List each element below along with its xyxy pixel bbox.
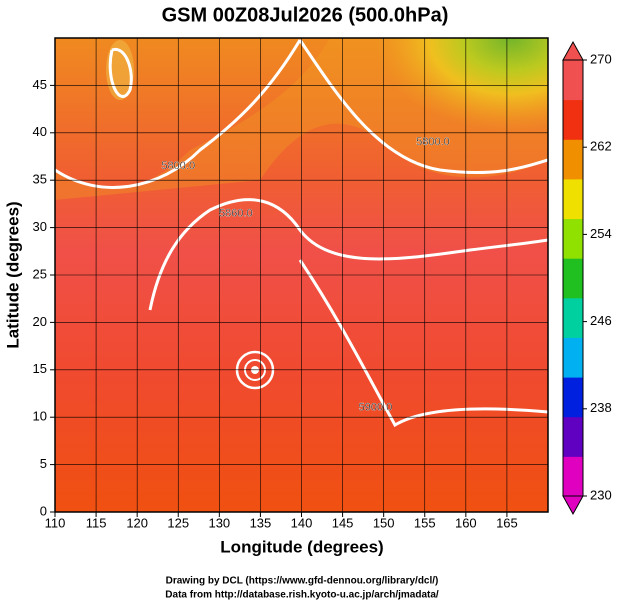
contour-label: 5800.0 [161,160,195,172]
y-tick-label: 40 [33,124,47,139]
x-tick-label: 110 [45,515,66,530]
colorbar-tick-label: 246 [590,313,612,328]
x-tick-label: 130 [208,515,230,530]
y-tick-label: 5 [40,456,47,471]
x-tick-label: 140 [291,515,313,530]
x-tick-label: 120 [126,515,148,530]
x-tick-label: 125 [167,515,189,530]
x-tick-label: 160 [455,515,477,530]
colorbar-frame [562,59,584,497]
colorbar-end [562,40,584,61]
y-tick-label: 15 [33,361,47,376]
colorbar-tick-label: 270 [590,51,612,66]
y-axis-label: Latitude (degrees) [3,201,22,348]
y-tick-label: 25 [33,266,47,281]
x-tick-label: 165 [496,515,518,530]
colorbar-segment [563,377,583,418]
x-tick-label: 115 [86,515,107,530]
colorbar-segment [563,297,583,338]
x-tick-label: 135 [250,515,272,530]
y-tick-label: 10 [33,409,47,424]
colorbar-segment [563,416,583,457]
colorbar-tick-label: 254 [590,226,612,241]
y-tick-label: 35 [33,172,47,187]
colorbar-segment [563,456,583,497]
colorbar-segment [563,99,583,140]
colorbar-segment [563,258,583,299]
contour-label: 5860.0 [219,207,253,219]
colorbar-tick-label: 238 [590,400,612,415]
x-tick-label: 155 [414,515,436,530]
colorbar-tick-label: 230 [590,487,612,502]
colorbar-segment [563,178,583,220]
colorbar-tick-label: 262 [590,139,612,154]
colorbar-segment [563,139,583,180]
colorbar-end [562,495,584,516]
y-tick-label: 30 [33,219,47,234]
colorbar-segment [563,337,583,378]
colorbar-segment [563,218,583,259]
chart-title: GSM 00Z08Jul2026 (500.0hPa) [162,4,449,26]
contour-label: 5900.0 [359,402,393,414]
y-tick-label: 20 [33,314,47,329]
footer-line: Drawing by DCL (https://www.gfd-dennou.o… [166,576,439,587]
y-tick-label: 45 [33,77,47,92]
colorbar-segment [563,60,583,101]
y-tick-label: 0 [40,503,47,518]
footer-line: Data from http://database.rish.kyoto-u.a… [165,590,439,601]
contour-label: 5800.0 [416,136,450,148]
x-tick-label: 150 [373,515,395,530]
x-tick-label: 145 [332,515,354,530]
x-axis-label: Longitude (degrees) [220,537,383,556]
